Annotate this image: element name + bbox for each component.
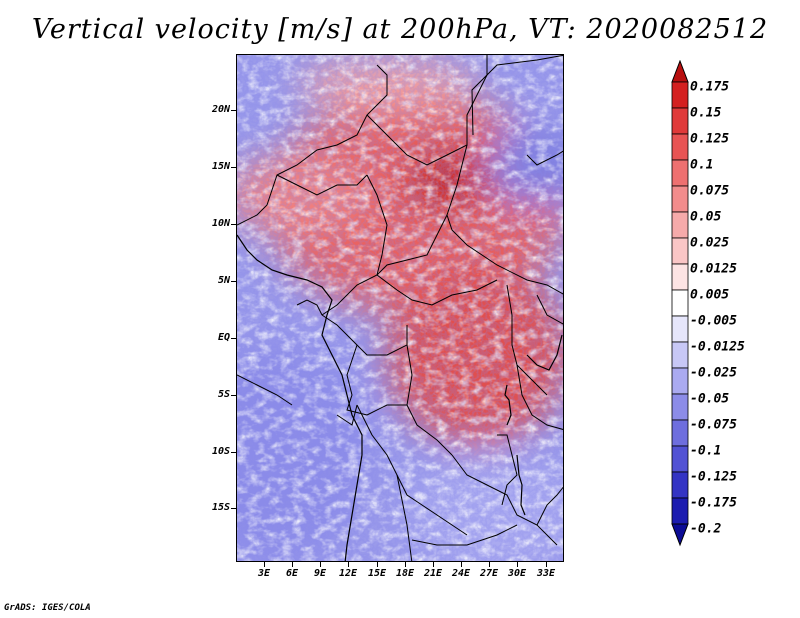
lat-tick-mark <box>231 167 236 168</box>
colorbar-box <box>671 211 689 239</box>
colorbar-box <box>671 159 689 187</box>
lat-tick-mark <box>231 338 236 339</box>
colorbar-box <box>671 471 689 499</box>
lon-tick-mark <box>517 562 518 567</box>
lon-tick-label: 9E <box>313 568 327 579</box>
colorbar-box <box>671 315 689 343</box>
lat-tick-label: 5S <box>217 389 230 400</box>
colorbar-top-arrow <box>671 60 689 83</box>
lat-tick-mark <box>231 224 236 225</box>
coastline <box>237 234 563 561</box>
colorbar-label: 0.05 <box>690 209 722 225</box>
colorbar-label: -0.125 <box>690 469 737 485</box>
lat-tick-label: 15N <box>211 161 230 172</box>
lon-tick-mark <box>433 562 434 567</box>
footer-credit: GrADS: IGES/COLA <box>4 603 91 613</box>
colorbar-bottom-arrow <box>671 523 689 547</box>
lat-tick-label: 5N <box>217 275 230 286</box>
lon-tick-mark <box>292 562 293 567</box>
lat-tick-mark <box>231 452 236 453</box>
colorbar-label: -0.025 <box>690 365 737 381</box>
colorbar-label: -0.175 <box>690 495 737 511</box>
colorbar-box <box>671 81 689 109</box>
lon-tick-mark <box>405 562 406 567</box>
colorbar-box <box>671 445 689 473</box>
lon-tick-label: 18E <box>395 568 415 579</box>
lon-tick-label: 15E <box>367 568 387 579</box>
lat-tick-mark <box>231 395 236 396</box>
colorbar-box <box>671 393 689 421</box>
lon-tick-label: 3E <box>257 568 271 579</box>
colorbar-box <box>671 367 689 395</box>
colorbar-label: 0.0125 <box>690 261 737 277</box>
lat-tick-label: 20N <box>211 104 230 115</box>
lat-tick-label: EQ <box>217 332 230 343</box>
colorbar-label: 0.15 <box>690 105 722 121</box>
colorbar <box>671 60 689 547</box>
colorbar-label: 0.175 <box>690 79 730 95</box>
colorbar-label: -0.2 <box>690 521 722 537</box>
lon-tick-label: 27E <box>479 568 499 579</box>
lon-tick-mark <box>348 562 349 567</box>
colorbar-box <box>671 419 689 447</box>
lon-tick-mark <box>546 562 547 567</box>
colorbar-label: 0.075 <box>690 183 730 199</box>
colorbar-label: 0.005 <box>690 287 730 303</box>
velocity-map <box>236 54 564 562</box>
colorbar-box <box>671 289 689 317</box>
velocity-field <box>237 55 563 561</box>
colorbar-box <box>671 341 689 369</box>
lat-tick-mark <box>231 110 236 111</box>
lon-tick-label: 33E <box>536 568 556 579</box>
colorbar-box <box>671 237 689 265</box>
colorbar-box <box>671 263 689 291</box>
lon-tick-mark <box>377 562 378 567</box>
colorbar-label: -0.05 <box>690 391 730 407</box>
colorbar-label: -0.075 <box>690 417 737 433</box>
lon-tick-mark <box>489 562 490 567</box>
lon-tick-label: 12E <box>338 568 358 579</box>
lat-tick-mark <box>231 508 236 509</box>
colorbar-box <box>671 107 689 135</box>
lat-tick-label: 15S <box>211 502 230 513</box>
lat-tick-mark <box>231 281 236 282</box>
lat-tick-label: 10S <box>211 446 230 457</box>
lon-tick-mark <box>320 562 321 567</box>
lon-tick-label: 21E <box>423 568 443 579</box>
lon-tick-label: 30E <box>507 568 527 579</box>
lon-tick-label: 6E <box>285 568 299 579</box>
colorbar-box <box>671 185 689 213</box>
map-title: Vertical velocity [m/s] at 200hPa, VT: 2… <box>31 14 769 45</box>
speckle-texture <box>237 55 563 561</box>
lon-tick-mark <box>461 562 462 567</box>
colorbar-box <box>671 133 689 161</box>
colorbar-label: -0.0125 <box>690 339 745 355</box>
colorbar-label: -0.005 <box>690 313 737 329</box>
colorbar-label: -0.1 <box>690 443 722 459</box>
lon-tick-label: 24E <box>451 568 471 579</box>
country-borders <box>237 55 563 561</box>
colorbar-label: 0.1 <box>690 157 714 173</box>
lon-tick-mark <box>264 562 265 567</box>
colorbar-label: 0.125 <box>690 131 730 147</box>
colorbar-label: 0.025 <box>690 235 730 251</box>
colorbar-box <box>671 497 689 525</box>
lat-tick-label: 10N <box>211 218 230 229</box>
